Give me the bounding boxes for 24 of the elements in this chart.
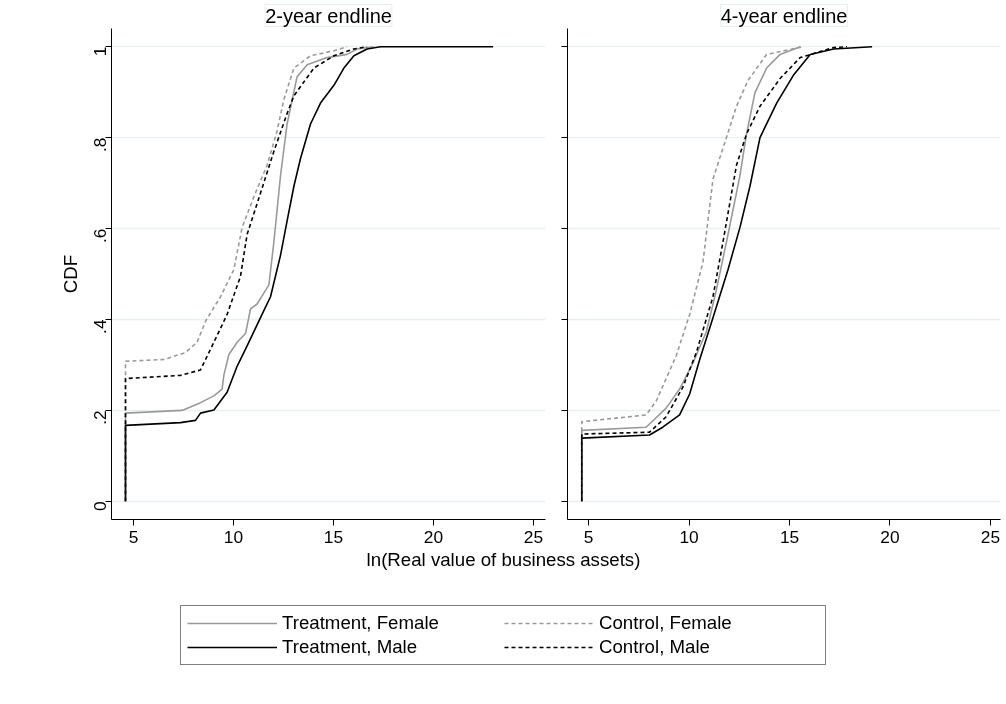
y-tick-label: .4 bbox=[90, 319, 111, 334]
legend-label: Treatment, Male bbox=[282, 636, 419, 658]
x-tick-label: 25 bbox=[980, 526, 1001, 547]
x-tick-label: 20 bbox=[423, 526, 444, 547]
chart-title: 4-year endline bbox=[720, 4, 848, 27]
y-tick-label: 1 bbox=[90, 46, 111, 57]
y-tick-label: .8 bbox=[90, 137, 111, 153]
x-tick-label: 5 bbox=[583, 526, 594, 547]
x-axis-title: ln(Real value of business assets) bbox=[366, 548, 641, 570]
x-tick-label: 15 bbox=[779, 526, 800, 547]
y-tick-label: .6 bbox=[90, 228, 111, 243]
legend-label: Treatment, Female bbox=[282, 612, 440, 634]
x-tick-label: 5 bbox=[128, 526, 139, 547]
x-tick-label: 25 bbox=[523, 526, 544, 547]
x-tick-label: 15 bbox=[323, 526, 344, 547]
y-tick-label: 0 bbox=[90, 501, 111, 511]
chart-title: 2-year endline bbox=[265, 4, 392, 27]
y-axis-title: CDF bbox=[59, 254, 81, 294]
legend-label: Control, Male bbox=[599, 636, 711, 658]
x-tick-label: 10 bbox=[679, 526, 699, 547]
x-tick-label: 10 bbox=[223, 526, 244, 547]
legend-label: Control, Female bbox=[599, 612, 733, 634]
y-tick-label: .2 bbox=[90, 410, 111, 425]
x-tick-label: 20 bbox=[880, 526, 900, 547]
